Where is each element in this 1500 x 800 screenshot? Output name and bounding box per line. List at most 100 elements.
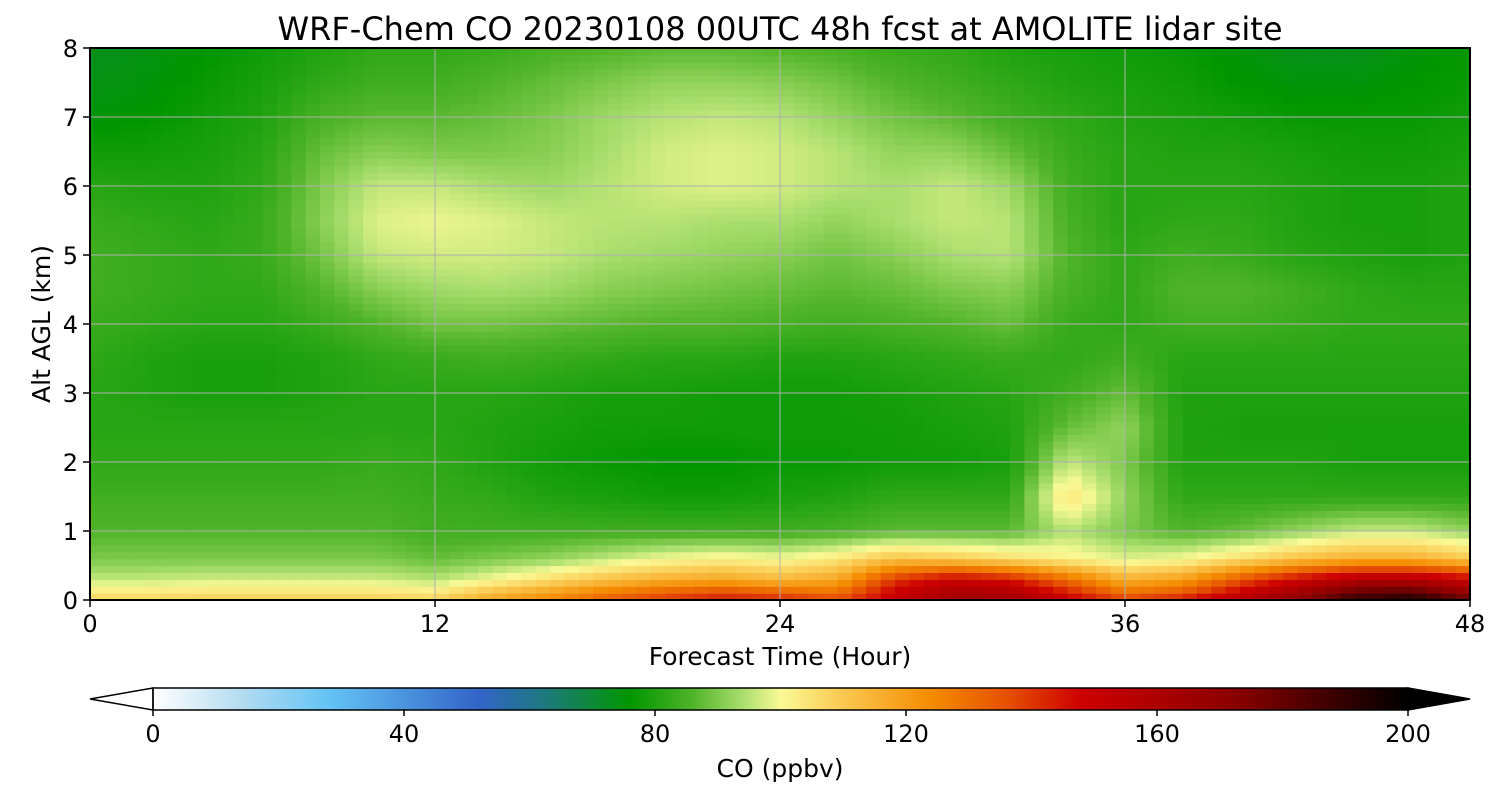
heatmap-cell [1168,337,1184,346]
heatmap-cell [650,324,666,332]
heatmap-cell [780,275,795,284]
heatmap-cell [521,468,537,477]
heatmap-cell [233,475,249,484]
heatmap-cell [492,261,508,270]
heatmap-cell [1038,241,1054,249]
heatmap-cell [693,427,709,435]
heatmap-cell [391,261,407,270]
heatmap-cell [564,496,580,504]
heatmap-cell [1067,303,1083,311]
heatmap-cell [794,503,810,511]
heatmap-cell [506,241,522,249]
heatmap-cell [751,489,767,498]
heatmap-cell [219,510,235,518]
heatmap-cell [1139,413,1155,422]
heatmap-cell [435,482,450,491]
heatmap-cell [1038,261,1054,270]
heatmap-cell [880,248,896,256]
heatmap-cell [679,255,695,263]
heatmap-cell [1383,351,1399,360]
heatmap-cell [1096,468,1112,477]
heatmap-cell [693,496,709,504]
heatmap-cell [708,379,724,387]
heatmap-cell [823,524,839,532]
heatmap-cell [248,462,264,470]
heatmap-cell [1110,565,1126,573]
heatmap-cell [1153,289,1169,297]
heatmap-cell [837,420,853,429]
heatmap-cell [449,268,465,277]
heatmap-cell [837,434,853,442]
heatmap-cell [880,261,896,270]
heatmap-cell [190,524,206,532]
heatmap-cell [1326,289,1342,297]
heatmap-cell [1268,241,1284,249]
heatmap-cell [276,531,292,539]
heatmap-cell [1455,310,1470,318]
heatmap-cell [492,344,508,353]
heatmap-cell [1125,399,1140,408]
heatmap-cell [1398,372,1414,380]
heatmap-cell [1153,544,1169,553]
heatmap-cell [636,261,652,270]
heatmap-cell [435,310,450,318]
heatmap-cell [1426,462,1442,470]
heatmap-cell [435,296,450,304]
heatmap-cell [895,593,910,600]
heatmap-cell [550,579,565,587]
heatmap-cell [176,537,192,546]
heatmap-cell [550,303,565,311]
heatmap-cell [1254,337,1270,346]
heatmap-cell [1010,434,1025,442]
heatmap-cell [535,524,551,532]
heatmap-cell [679,531,695,539]
heatmap-cell [564,531,580,539]
heatmap-cell [593,482,609,491]
heatmap-cell [205,475,220,484]
heatmap-cell [564,337,580,346]
heatmap-cell [550,268,565,277]
heatmap-cell [1283,406,1299,415]
heatmap-cell [607,268,623,277]
heatmap-cell [104,413,120,422]
heatmap-cell [938,537,954,546]
heatmap-cell [262,475,278,484]
heatmap-cell [305,579,321,587]
heatmap-cell [535,558,551,567]
heatmap-cell [1383,310,1399,318]
heatmap-cell [780,420,795,429]
heatmap-cell [1340,482,1356,491]
heatmap-cell [305,475,321,484]
heatmap-cell [966,420,982,429]
heatmap-cell [995,455,1011,463]
heatmap-cell [1283,330,1299,339]
heatmap-cell [1139,268,1155,277]
heatmap-cell [1139,489,1155,498]
heatmap-cell [837,268,853,277]
heatmap-cell [851,379,867,387]
heatmap-cell [334,572,350,580]
heatmap-cell [1398,551,1414,560]
heatmap-cell [1139,565,1155,573]
heatmap-cell [679,406,695,415]
heatmap-cell [751,399,767,408]
heatmap-cell [765,317,781,325]
heatmap-cell [1254,365,1270,373]
heatmap-cell [837,386,853,394]
heatmap-cell [233,579,249,587]
heatmap-cell [765,510,781,518]
heatmap-cell [1412,248,1428,256]
heatmap-cell [305,275,321,284]
heatmap-cell [1398,282,1414,291]
heatmap-cell [262,420,278,429]
heatmap-cell [1168,372,1184,380]
heatmap-cell [205,510,220,518]
heatmap-cell [550,296,565,304]
heatmap-cell [679,496,695,504]
heatmap-cell [521,544,537,553]
heatmap-cell [1139,358,1155,366]
heatmap-cell [420,434,436,442]
heatmap-cell [348,310,364,318]
heatmap-cell [219,282,235,291]
heatmap-cell [1283,496,1299,504]
